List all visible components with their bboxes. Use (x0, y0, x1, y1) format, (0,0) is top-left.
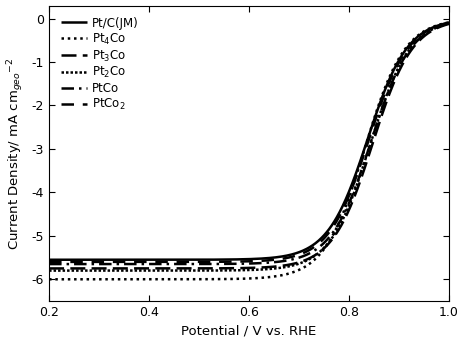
PtCo$_2$ (46, 260, 52, 264)
PtCo (302, 253, 307, 258)
Pt$_3$Co (290, 262, 295, 266)
PtCo (71, 262, 76, 266)
Pt/C(JM) (350, 177, 356, 181)
PtCo (279, 259, 285, 263)
Pt$_2$Co (46, 269, 52, 273)
Pt$_2$Co (302, 259, 307, 263)
Pt$_3$Co (302, 258, 307, 262)
PtCo$_2$ (279, 257, 285, 261)
Line: Pt/C(JM): Pt/C(JM) (49, 22, 450, 260)
X-axis label: Potential / V vs. RHE: Potential / V vs. RHE (181, 324, 316, 338)
Legend: Pt/C(JM), Pt$_4$Co, Pt$_3$Co, Pt$_2$Co, PtCo, PtCo$_2$: Pt/C(JM), Pt$_4$Co, Pt$_3$Co, Pt$_2$Co, … (59, 14, 141, 114)
Pt$_4$Co (46, 277, 52, 281)
Pt/C(JM) (302, 248, 307, 252)
PtCo$_2$ (392, 68, 397, 72)
PtCo (290, 257, 295, 261)
Pt$_4$Co (392, 63, 397, 67)
Pt$_4$Co (71, 277, 76, 281)
Pt$_4$Co (302, 265, 307, 269)
Line: Pt$_4$Co: Pt$_4$Co (49, 22, 450, 279)
Pt/C(JM) (392, 65, 397, 69)
Pt$_2$Co (71, 269, 76, 273)
Y-axis label: Current Density/ mA cm$_{geo}$$^{-2}$: Current Density/ mA cm$_{geo}$$^{-2}$ (6, 57, 26, 249)
Pt$_2$Co (447, 21, 453, 25)
PtCo (447, 21, 453, 25)
Pt$_2$Co (290, 263, 295, 268)
Pt$_3$Co (71, 267, 76, 271)
PtCo$_2$ (447, 20, 453, 24)
Pt/C(JM) (447, 20, 453, 24)
Pt/C(JM) (71, 258, 76, 262)
Pt$_4$Co (279, 273, 285, 277)
Pt$_2$Co (279, 265, 285, 270)
Line: PtCo: PtCo (49, 23, 450, 264)
PtCo (392, 73, 397, 77)
PtCo (350, 189, 356, 193)
PtCo$_2$ (302, 250, 307, 254)
PtCo$_2$ (71, 260, 76, 264)
Pt/C(JM) (279, 255, 285, 259)
PtCo$_2$ (290, 255, 295, 259)
Pt$_4$Co (290, 270, 295, 274)
PtCo$_2$ (350, 181, 356, 185)
Line: PtCo$_2$: PtCo$_2$ (49, 22, 450, 262)
Pt$_4$Co (447, 20, 453, 24)
Pt$_2$Co (392, 72, 397, 76)
PtCo (46, 262, 52, 266)
Pt$_3$Co (350, 196, 356, 200)
Pt$_3$Co (392, 78, 397, 82)
Pt$_2$Co (350, 191, 356, 195)
Pt$_4$Co (350, 181, 356, 185)
Pt$_3$Co (46, 267, 52, 271)
Pt/C(JM) (46, 258, 52, 262)
Line: Pt$_3$Co: Pt$_3$Co (49, 23, 450, 269)
Pt$_3$Co (279, 264, 285, 268)
Pt/C(JM) (290, 252, 295, 256)
Pt$_3$Co (447, 21, 453, 25)
Line: Pt$_2$Co: Pt$_2$Co (49, 23, 450, 271)
